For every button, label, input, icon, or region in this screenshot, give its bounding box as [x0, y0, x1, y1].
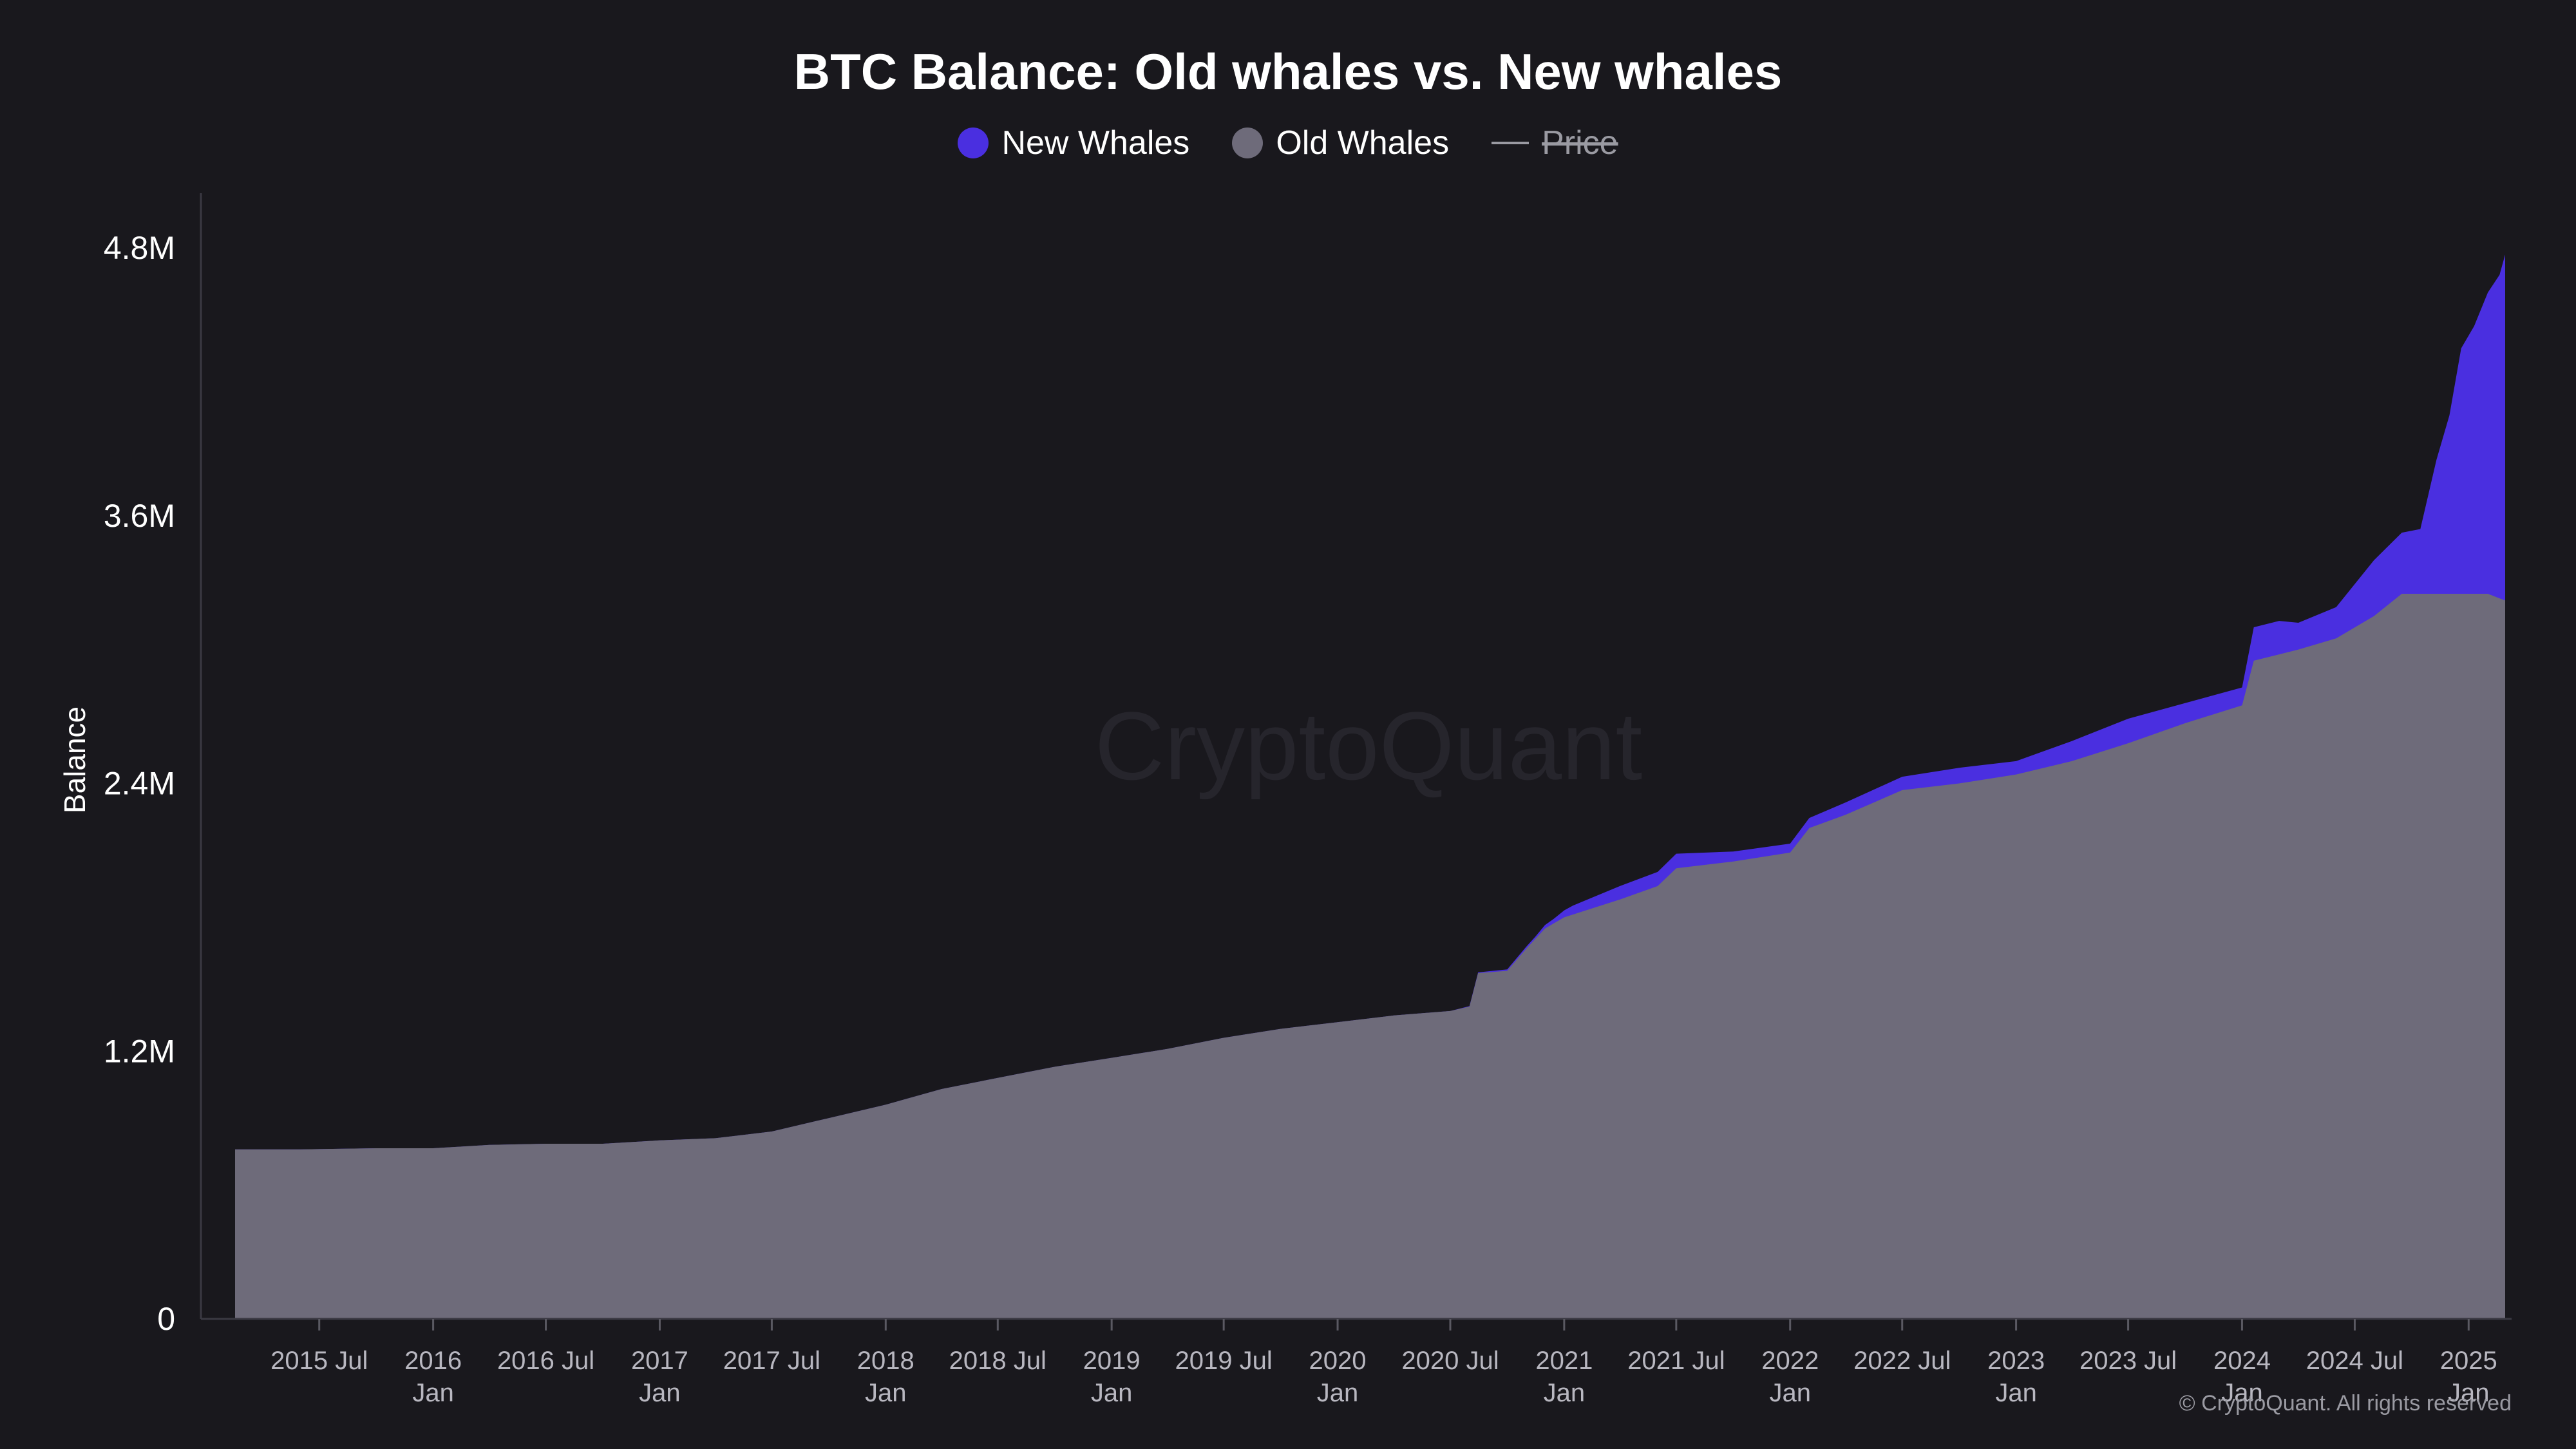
x-tick-label: 2023 Jul [2079, 1347, 2177, 1375]
y-tick-label: 4.8M [104, 230, 175, 266]
x-tick-label: 2017 [631, 1347, 688, 1375]
x-tick-sublabel: Jan [1995, 1379, 2037, 1407]
legend-item-old-whales[interactable]: Old Whales [1232, 124, 1449, 162]
x-tick-sublabel: Jan [1091, 1379, 1133, 1407]
legend-item-price[interactable]: Price [1492, 124, 1618, 162]
x-tick-label: 2018 [857, 1347, 914, 1375]
watermark: CryptoQuant [1095, 692, 1642, 800]
x-tick-label: 2017 Jul [723, 1347, 820, 1375]
x-tick-sublabel: Jan [1769, 1379, 1811, 1407]
x-tick-sublabel: Jan [412, 1379, 454, 1407]
x-tick-label: 2020 [1309, 1347, 1367, 1375]
legend-label-new-whales: New Whales [1001, 124, 1190, 162]
x-tick-label: 2021 Jul [1627, 1347, 1725, 1375]
legend-label-old-whales: Old Whales [1276, 124, 1450, 162]
x-tick-label: 2023 [1987, 1347, 2045, 1375]
x-tick-sublabel: Jan [2221, 1379, 2263, 1407]
x-tick-label: 2019 [1083, 1347, 1141, 1375]
legend-swatch-old-whales [1232, 128, 1264, 158]
x-tick-label: 2024 [2213, 1347, 2271, 1375]
x-tick-label: 2019 Jul [1175, 1347, 1273, 1375]
x-tick-label: 2015 Jul [270, 1347, 368, 1375]
legend-swatch-price [1492, 142, 1530, 144]
legend-label-price: Price [1542, 124, 1618, 162]
x-tick-sublabel: Jan [1544, 1379, 1586, 1407]
legend-item-new-whales[interactable]: New Whales [958, 124, 1189, 162]
x-tick-sublabel: Jan [1317, 1379, 1359, 1407]
x-tick-label: 2016 [404, 1347, 462, 1375]
y-tick-label: 0 [157, 1301, 175, 1337]
x-tick-label: 2025 [2440, 1347, 2497, 1375]
series-area-old-whales [235, 594, 2505, 1319]
y-tick-label: 2.4M [104, 766, 175, 802]
chart-legend: New Whales Old Whales Price [0, 124, 2576, 162]
copyright-notice: © CryptoQuant. All rights reserved [2179, 1391, 2512, 1416]
y-tick-label: 1.2M [104, 1033, 175, 1069]
x-tick-sublabel: Jan [2448, 1379, 2490, 1407]
x-tick-label: 2022 [1761, 1347, 1819, 1375]
x-tick-label: 2018 Jul [949, 1347, 1046, 1375]
x-tick-label: 2024 Jul [2306, 1347, 2403, 1375]
x-tick-label: 2020 Jul [1401, 1347, 1499, 1375]
x-tick-sublabel: Jan [639, 1379, 681, 1407]
chart-title: BTC Balance: Old whales vs. New whales [793, 43, 1783, 100]
x-tick-label: 2016 Jul [497, 1347, 594, 1375]
x-tick-sublabel: Jan [865, 1379, 907, 1407]
x-tick-label: 2022 Jul [1853, 1347, 1951, 1375]
x-tick-label: 2021 [1535, 1347, 1593, 1375]
y-tick-label: 3.6M [104, 498, 175, 534]
legend-swatch-new-whales [958, 128, 989, 158]
